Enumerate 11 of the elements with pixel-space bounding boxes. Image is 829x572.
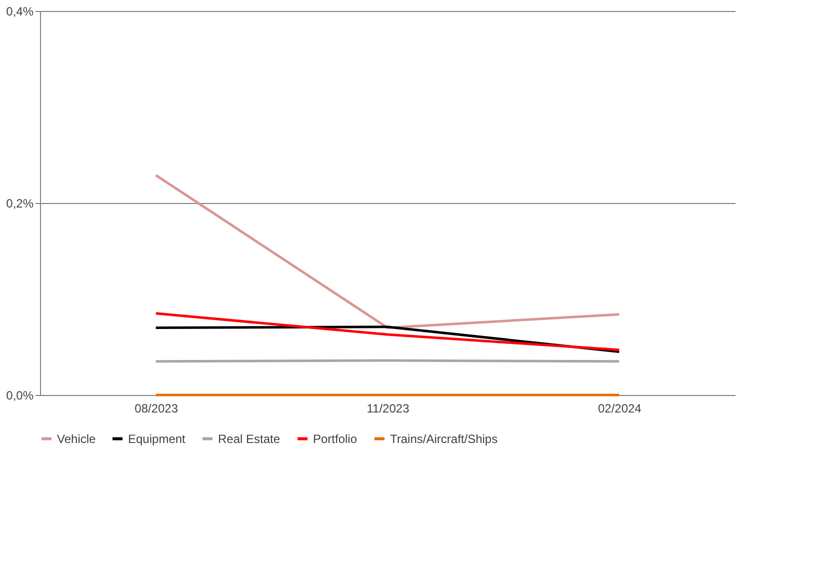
x-tick-label: 02/2024 — [598, 402, 642, 416]
legend-label: Trains/Aircraft/Ships — [390, 432, 498, 446]
y-tick-label: 0,4% — [6, 4, 34, 18]
legend-label: Real Estate — [218, 432, 280, 446]
x-tick-label: 11/2023 — [366, 402, 410, 416]
legend-label: Vehicle — [57, 432, 96, 446]
x-tick-label: 08/2023 — [134, 402, 178, 416]
legend-label: Equipment — [128, 432, 186, 446]
y-tick-label: 0,2% — [6, 196, 34, 210]
legend-label: Portfolio — [313, 432, 358, 446]
y-tick-label: 0,0% — [6, 388, 34, 402]
